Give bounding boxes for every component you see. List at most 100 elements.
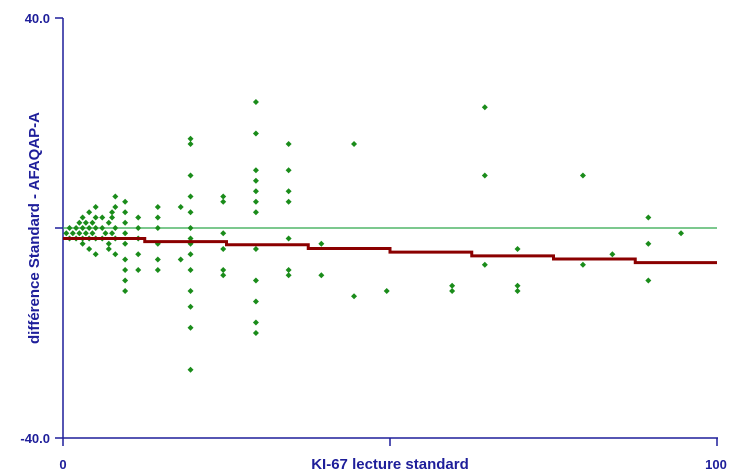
- y-axis-title: différence Standard - AFAQAP-A: [26, 112, 43, 344]
- data-point: [678, 230, 685, 237]
- data-point: [109, 214, 116, 221]
- data-point: [187, 251, 194, 258]
- data-point: [220, 198, 227, 205]
- data-point: [102, 230, 109, 237]
- data-point: [351, 293, 358, 300]
- data-point: [86, 225, 93, 231]
- data-point: [112, 204, 119, 210]
- data-point: [187, 172, 194, 179]
- data-point: [252, 298, 259, 305]
- data-point: [122, 277, 129, 284]
- data-point: [92, 214, 99, 221]
- data-point: [109, 230, 116, 237]
- y-tick-label-top: 40.0: [25, 11, 50, 26]
- data-point: [66, 225, 73, 231]
- data-point: [122, 209, 129, 216]
- data-point: [187, 288, 194, 294]
- data-point: [154, 225, 161, 231]
- data-point: [351, 141, 358, 147]
- axes: 40.0 -40.0 0 100 KI-67 lecture standard …: [20, 11, 726, 473]
- data-point: [252, 130, 259, 137]
- data-point: [86, 209, 93, 216]
- data-point: [252, 167, 259, 174]
- data-point: [154, 267, 161, 273]
- data-point: [122, 219, 129, 226]
- x-tick-label-right: 100: [705, 457, 727, 472]
- data-point: [92, 204, 99, 210]
- data-point: [76, 230, 83, 237]
- data-point: [220, 267, 227, 273]
- data-point: [86, 246, 93, 252]
- data-point: [122, 198, 129, 205]
- data-point: [449, 288, 456, 294]
- data-point: [285, 141, 292, 147]
- data-point: [285, 167, 292, 174]
- data-point: [79, 214, 86, 221]
- data-point: [285, 272, 292, 279]
- data-point: [252, 330, 259, 336]
- data-point: [92, 225, 99, 231]
- data-point: [63, 230, 70, 237]
- data-point: [514, 246, 521, 252]
- data-point: [481, 172, 488, 179]
- data-point: [187, 303, 194, 310]
- y-tick-label-bottom: -40.0: [20, 431, 50, 446]
- data-point: [252, 246, 259, 252]
- data-point: [79, 225, 86, 231]
- data-point: [122, 256, 129, 263]
- data-point: [220, 272, 227, 279]
- data-point: [449, 282, 456, 289]
- data-point: [514, 282, 521, 289]
- data-point: [122, 240, 129, 247]
- data-point: [579, 261, 586, 268]
- data-point: [609, 251, 616, 258]
- data-point: [122, 288, 129, 294]
- data-point: [187, 235, 194, 242]
- data-point: [135, 214, 142, 221]
- data-point: [252, 277, 259, 284]
- data-point: [252, 99, 259, 105]
- data-point: [252, 177, 259, 184]
- data-point: [177, 256, 184, 263]
- data-point: [154, 256, 161, 263]
- data-point: [187, 193, 194, 200]
- data-point: [220, 230, 227, 237]
- data-point: [318, 272, 325, 279]
- data-point: [99, 225, 106, 231]
- data-point: [481, 261, 488, 268]
- data-point: [285, 198, 292, 205]
- data-point: [187, 267, 194, 273]
- data-point: [92, 251, 99, 258]
- data-point: [285, 267, 292, 273]
- data-point: [318, 240, 325, 247]
- x-axis-title: KI-67 lecture standard: [311, 456, 469, 473]
- data-point: [122, 267, 129, 273]
- data-point: [252, 198, 259, 205]
- trend-line: [63, 237, 717, 265]
- data-point: [135, 225, 142, 231]
- data-point: [252, 209, 259, 216]
- data-point: [154, 204, 161, 210]
- data-point: [112, 193, 119, 200]
- data-point: [220, 246, 227, 252]
- data-point: [187, 135, 194, 142]
- data-point: [112, 251, 119, 258]
- data-point: [154, 214, 161, 221]
- data-point: [252, 319, 259, 326]
- data-point: [645, 214, 652, 221]
- data-point: [112, 225, 119, 231]
- data-point: [187, 324, 194, 331]
- data-point: [514, 288, 521, 294]
- data-point: [187, 366, 194, 373]
- data-point: [79, 240, 86, 247]
- data-point: [579, 172, 586, 179]
- data-point: [76, 219, 83, 226]
- data-point: [69, 230, 76, 237]
- data-point: [109, 209, 116, 216]
- data-point: [105, 240, 112, 247]
- data-point: [383, 288, 390, 294]
- data-point: [82, 219, 89, 226]
- data-point: [105, 219, 112, 226]
- data-point: [122, 230, 129, 237]
